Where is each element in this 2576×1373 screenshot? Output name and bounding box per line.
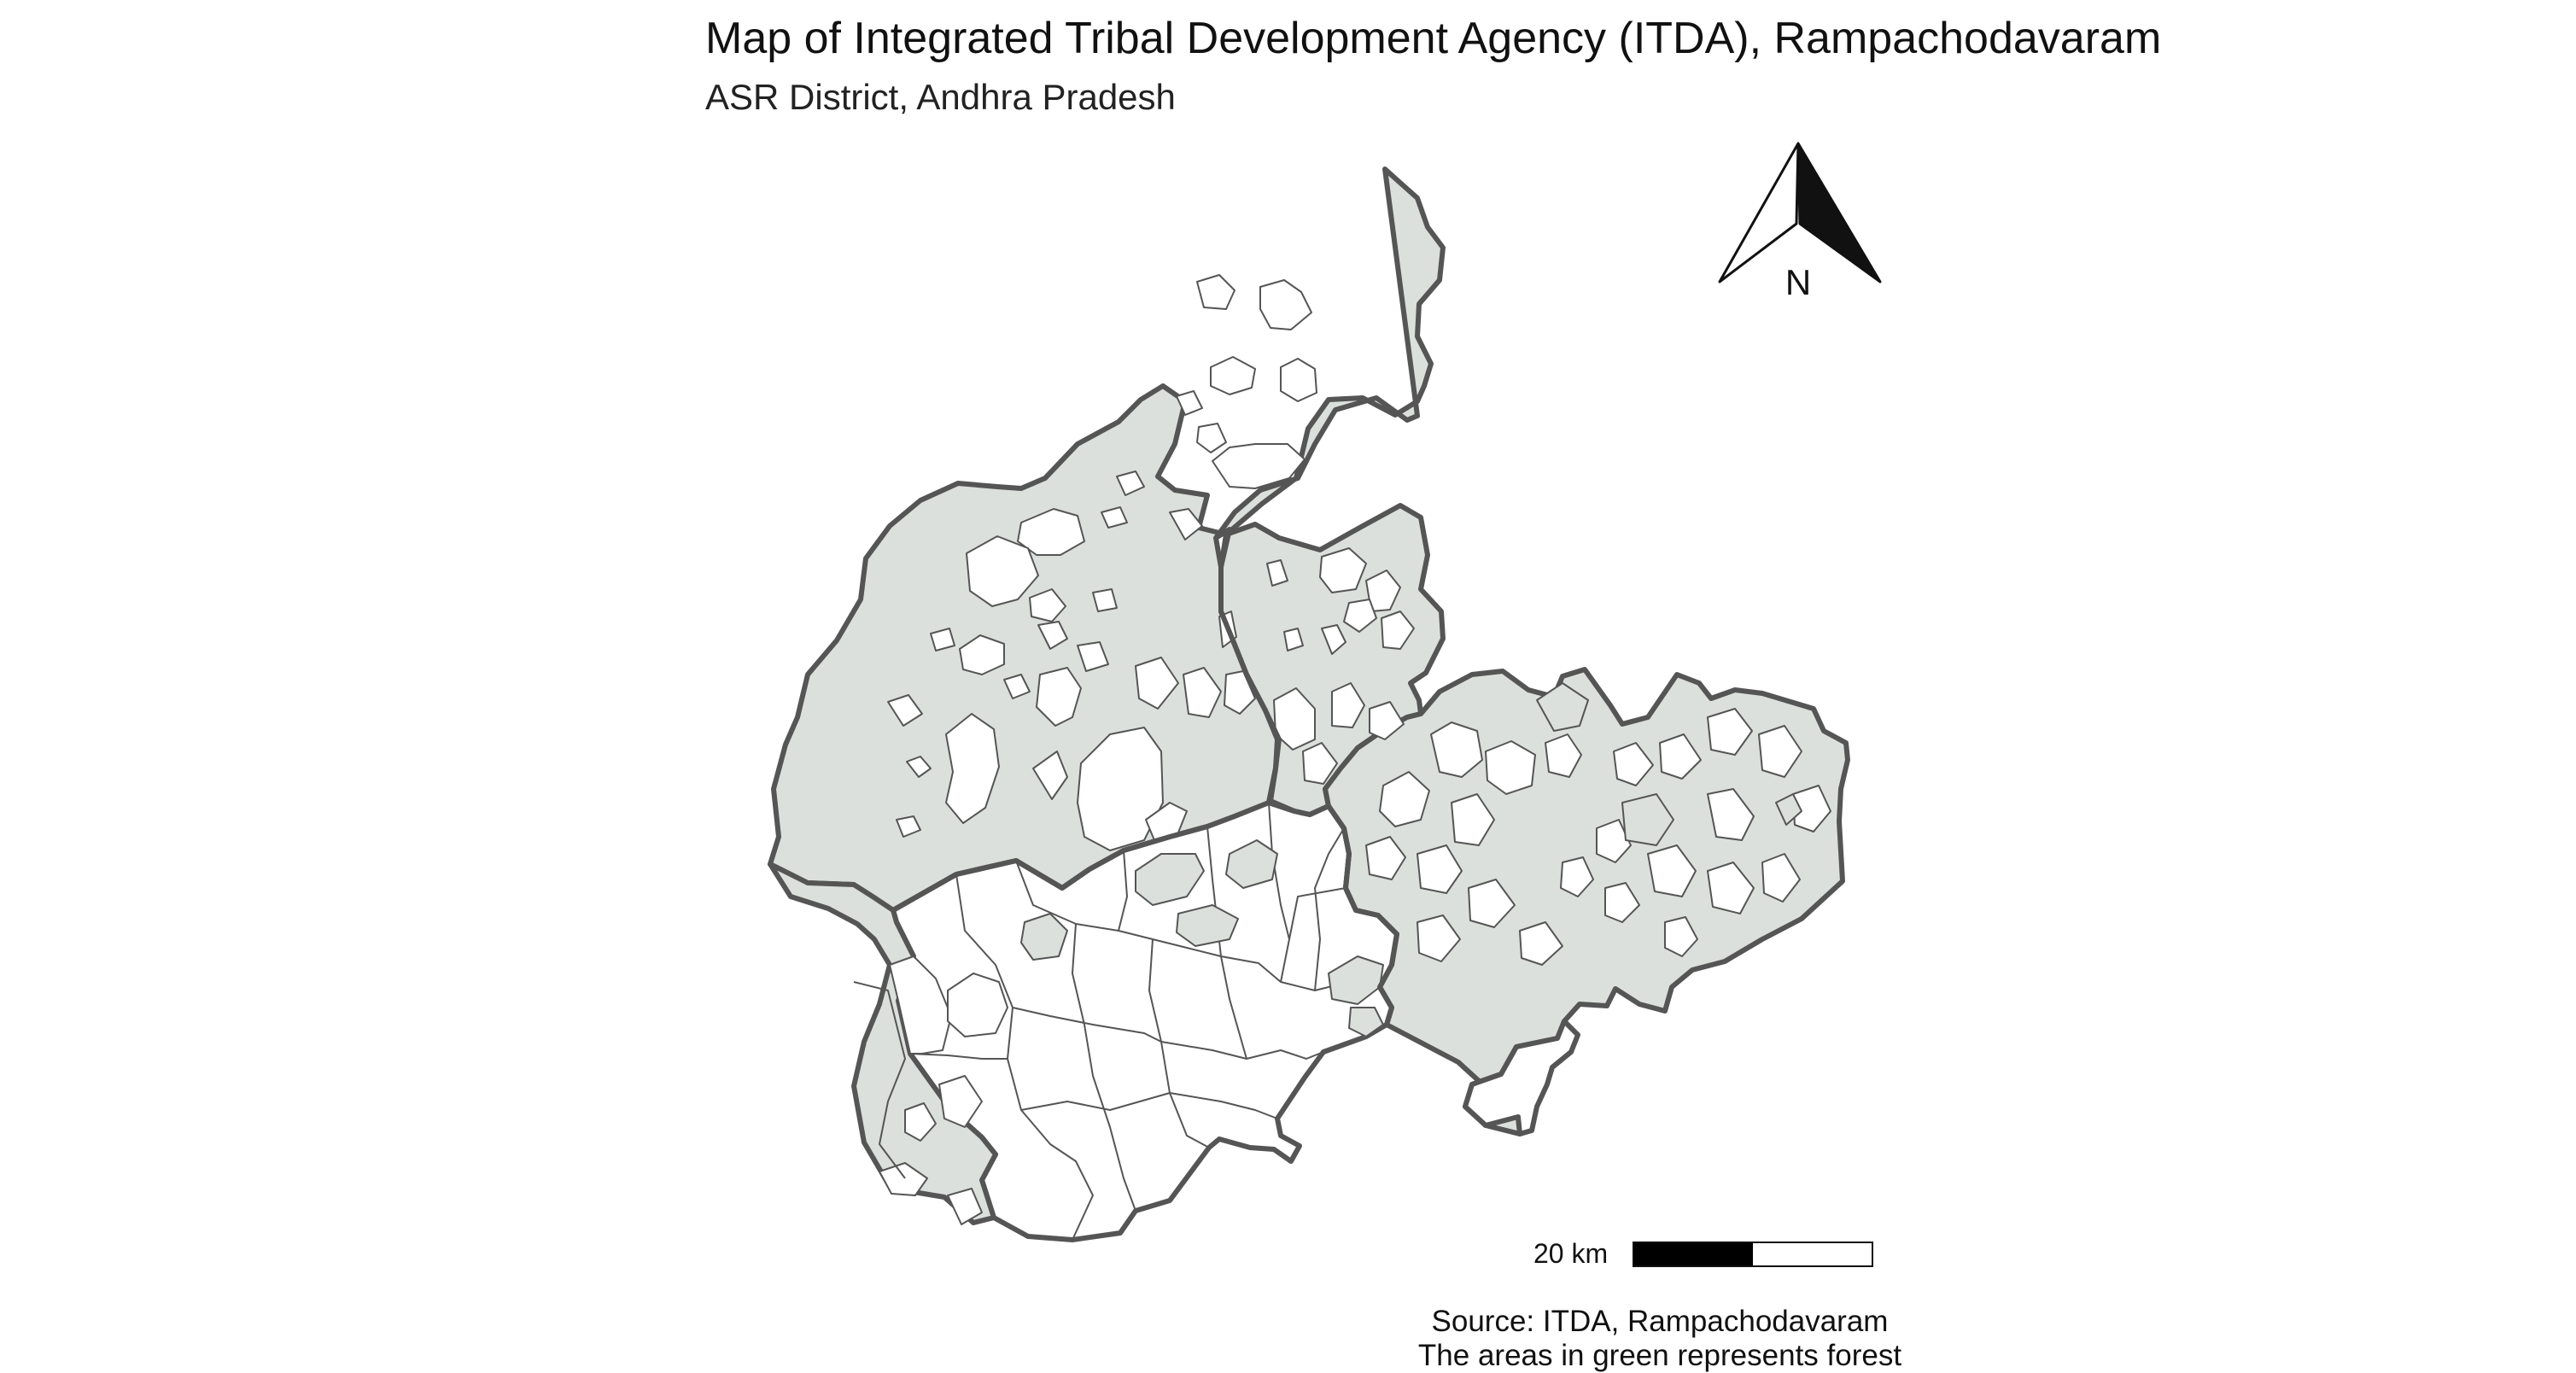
village-boundaries-east — [1365, 708, 1831, 966]
southwest-lobe — [768, 862, 998, 1225]
forest-patches-east — [1536, 682, 1802, 846]
scale-bar — [1633, 1242, 1873, 1267]
north-arrow-label: N — [1785, 262, 1812, 302]
southwest-details — [853, 955, 1008, 1225]
map-title: Map of Integrated Tribal Development Age… — [705, 14, 2162, 63]
scale-bar-segment-white — [1753, 1243, 1872, 1265]
region-polygons — [768, 167, 1850, 1242]
southeast-edge — [1463, 1019, 1580, 1136]
north-arrow — [1718, 142, 1882, 283]
north-arrow-right-half — [1796, 142, 1882, 283]
forest-patches-central-lowland — [1020, 839, 1384, 1037]
source-note: Source: ITDA, Rampachodavaram — [1431, 1305, 1889, 1338]
north-arrow-left-half — [1718, 142, 1800, 283]
map-subtitle: ASR District, Andhra Pradesh — [705, 77, 1176, 117]
forest-note: The areas in green represents forest — [1417, 1339, 1902, 1372]
scale-bar-label: 20 km — [1533, 1238, 1609, 1269]
map-caption: Source: ITDA, Rampachodavaram The areas … — [1370, 1305, 1950, 1373]
non-forest-patches-central — [1218, 547, 1415, 785]
non-forest-patches — [887, 274, 1317, 851]
divider-lines — [891, 527, 1399, 1025]
village-boundaries-central — [909, 802, 1381, 1241]
scale-bar-segment-black — [1634, 1243, 1753, 1265]
